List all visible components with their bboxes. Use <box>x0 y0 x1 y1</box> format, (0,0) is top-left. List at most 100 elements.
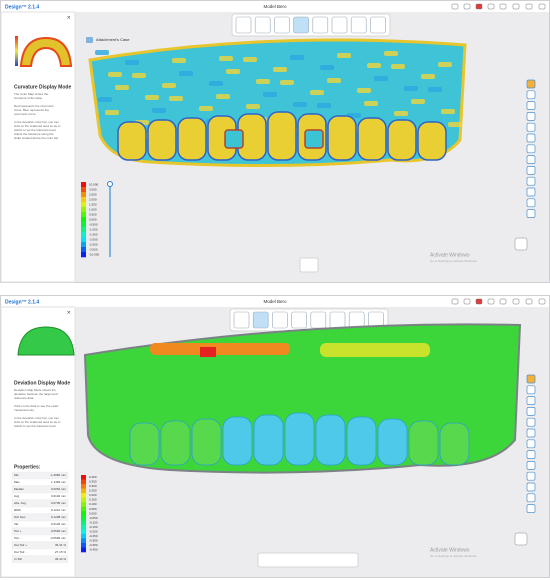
side-tool[interactable] <box>526 79 536 89</box>
side-tool[interactable] <box>526 417 536 427</box>
window-control[interactable] <box>463 3 471 10</box>
toolbar-button[interactable] <box>312 16 329 34</box>
side-tool[interactable] <box>526 374 536 384</box>
property-value: 36.41 % <box>55 543 66 547</box>
side-tool[interactable] <box>526 155 536 164</box>
color-scale-segment[interactable] <box>81 202 86 208</box>
window-control[interactable] <box>512 3 520 10</box>
color-scale-segment[interactable] <box>81 515 86 521</box>
toolbar-button[interactable] <box>252 311 269 329</box>
color-scale-segment[interactable] <box>81 547 86 553</box>
color-scale-segment[interactable] <box>81 488 86 494</box>
side-tool[interactable] <box>526 385 536 395</box>
color-scale-segment[interactable] <box>81 222 86 228</box>
side-tool[interactable] <box>526 133 536 143</box>
window-control[interactable] <box>463 298 471 305</box>
color-scale-segment[interactable] <box>81 529 86 535</box>
tooth <box>253 414 284 466</box>
color-scale-label: 1.000 <box>89 207 97 211</box>
color-scale-segment[interactable] <box>81 524 86 530</box>
side-tool[interactable] <box>526 166 536 175</box>
close-button[interactable]: × <box>67 16 71 22</box>
color-scale-segment[interactable] <box>81 502 86 508</box>
window-control[interactable] <box>512 298 520 305</box>
color-scale-segment[interactable] <box>81 192 86 198</box>
color-scale-segment[interactable] <box>81 479 86 485</box>
window-control[interactable] <box>538 3 546 10</box>
window-control[interactable] <box>499 298 507 305</box>
color-scale-segment[interactable] <box>81 493 86 498</box>
side-tool[interactable] <box>526 209 536 218</box>
side-tool[interactable] <box>526 482 536 492</box>
side-tool[interactable] <box>526 439 536 449</box>
side-tool[interactable] <box>526 504 536 513</box>
toolbar-button[interactable] <box>329 311 346 329</box>
tooth <box>377 418 408 466</box>
side-tool[interactable] <box>526 493 536 503</box>
color-scale-segment[interactable] <box>81 207 86 213</box>
color-scale-segment[interactable] <box>81 484 86 489</box>
color-scale-segment[interactable] <box>81 520 86 526</box>
toolbar-button[interactable] <box>272 311 288 329</box>
curvature-speckle <box>162 83 176 88</box>
color-scale-label: -0.400 <box>89 548 98 552</box>
view-cube[interactable] <box>514 237 528 251</box>
window-control[interactable] <box>499 3 507 10</box>
window-control[interactable] <box>538 298 546 305</box>
color-scale-segment[interactable] <box>81 237 86 243</box>
color-scale-segment[interactable] <box>81 497 86 503</box>
slider-handle[interactable] <box>107 181 113 187</box>
side-tool[interactable] <box>526 144 536 154</box>
color-scale-segment[interactable] <box>81 506 86 512</box>
color-scale-segment[interactable] <box>81 217 86 223</box>
window-control[interactable] <box>525 298 533 305</box>
side-tool[interactable] <box>526 396 536 405</box>
color-scale-segment[interactable] <box>81 475 86 480</box>
side-tool[interactable] <box>526 198 536 208</box>
window-control[interactable] <box>487 3 495 10</box>
toolbar-button[interactable] <box>370 16 386 34</box>
side-tool[interactable] <box>526 101 536 110</box>
side-tool[interactable] <box>526 428 536 438</box>
toolbar-button[interactable] <box>293 16 309 34</box>
color-scale-segment[interactable] <box>81 533 86 539</box>
color-scale-segment[interactable] <box>81 187 86 193</box>
window-control[interactable] <box>451 298 459 305</box>
side-tool[interactable] <box>526 450 536 459</box>
close-button[interactable]: × <box>67 311 71 317</box>
window-control[interactable] <box>475 298 483 305</box>
side-tool[interactable] <box>526 461 536 470</box>
view-cube[interactable] <box>514 532 528 546</box>
color-scale-segment[interactable] <box>81 242 86 248</box>
side-tool[interactable] <box>526 122 536 132</box>
window-control[interactable] <box>525 3 533 10</box>
side-tool[interactable] <box>526 176 536 186</box>
toolbar-button[interactable] <box>274 16 290 34</box>
curvature-speckle <box>317 103 331 108</box>
color-scale-segment[interactable] <box>81 197 86 203</box>
toolbar-button[interactable] <box>254 16 271 34</box>
color-scale-segment[interactable] <box>81 212 86 218</box>
toolbar-button[interactable] <box>235 16 252 34</box>
color-scale-segment[interactable] <box>81 511 86 517</box>
window-control[interactable] <box>487 298 495 305</box>
side-tool[interactable] <box>526 90 536 100</box>
color-scale-segment[interactable] <box>81 542 86 548</box>
side-tool[interactable] <box>526 471 536 481</box>
toolbar-button[interactable] <box>233 311 250 329</box>
toolbar-button[interactable] <box>291 311 307 329</box>
toolbar-button[interactable] <box>350 16 367 34</box>
side-tool[interactable] <box>526 407 536 416</box>
toolbar-button[interactable] <box>310 311 327 329</box>
window-control[interactable] <box>451 3 459 10</box>
window-control[interactable] <box>475 3 483 10</box>
color-scale-segment[interactable] <box>81 232 86 238</box>
color-scale-segment[interactable] <box>81 182 86 188</box>
color-scale-segment[interactable] <box>81 538 86 544</box>
color-scale-segment[interactable] <box>81 247 86 253</box>
color-scale-segment[interactable] <box>81 227 86 233</box>
color-scale-segment[interactable] <box>81 252 86 258</box>
side-tool[interactable] <box>526 187 536 197</box>
toolbar-button[interactable] <box>331 16 348 34</box>
side-tool[interactable] <box>526 112 536 121</box>
